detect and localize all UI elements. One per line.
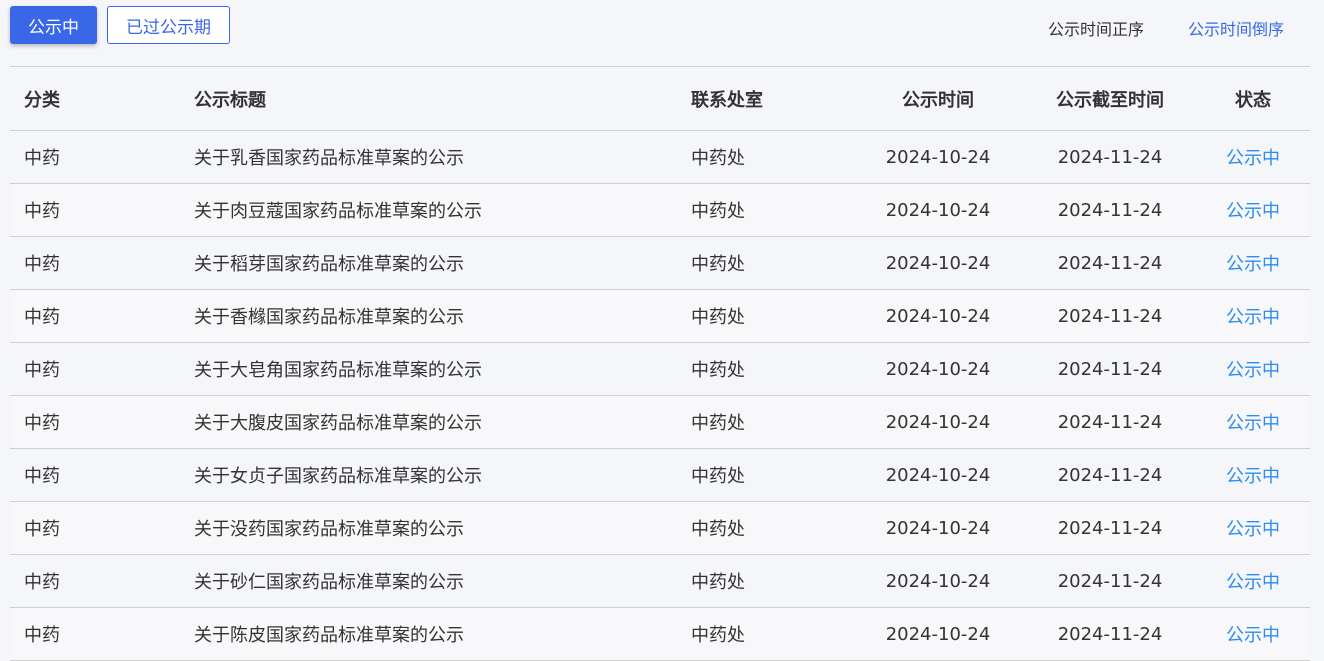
cell-deadline: 2024-11-24 [1024, 554, 1196, 608]
table-row[interactable]: 中药 关于大腹皮国家药品标准草案的公示 中药处 2024-10-24 2024-11-2… [10, 395, 1310, 449]
cell-category: 中药 [10, 183, 180, 237]
table-header-row: 分类 公示标题 联系处室 公示时间 公示截至时间 状态 [10, 66, 1310, 131]
cell-publish-date: 2024-10-24 [852, 236, 1024, 290]
cell-category: 中药 [10, 236, 180, 290]
cell-publish-date: 2024-10-24 [852, 554, 1024, 608]
cell-deadline: 2024-11-24 [1024, 236, 1196, 290]
sort-time-desc[interactable]: 公示时间倒序 [1188, 20, 1285, 39]
table-row[interactable]: 中药 关于肉豆蔻国家药品标准草案的公示 中药处 2024-10-24 2024-11-2… [10, 183, 1310, 237]
cell-category: 中药 [10, 501, 180, 555]
cell-publish-date: 2024-10-24 [852, 501, 1024, 555]
table-row[interactable]: 中药 关于没药国家药品标准草案的公示 中药处 2024-10-24 2024-11-24… [10, 501, 1310, 555]
cell-department: 中药处 [677, 342, 852, 396]
cell-status: 公示中 [1196, 183, 1310, 237]
cell-status: 公示中 [1196, 554, 1310, 608]
table-row[interactable]: 中药 关于陈皮国家药品标准草案的公示 中药处 2024-10-24 2024-11-24… [10, 607, 1310, 661]
cell-publish-date: 2024-10-24 [852, 342, 1024, 396]
cell-category: 中药 [10, 130, 180, 184]
header-deadline: 公示截至时间 [1024, 66, 1196, 131]
cell-title[interactable]: 关于大皂角国家药品标准草案的公示 [180, 342, 677, 396]
cell-title[interactable]: 关于大腹皮国家药品标准草案的公示 [180, 395, 677, 449]
sort-time-asc[interactable]: 公示时间正序 [1048, 20, 1145, 39]
announcement-table: 分类 公示标题 联系处室 公示时间 公示截至时间 状态 中药 关于乳香国家药品标准… [10, 66, 1310, 661]
cell-status: 公示中 [1196, 289, 1310, 343]
cell-title[interactable]: 关于肉豆蔻国家药品标准草案的公示 [180, 183, 677, 237]
cell-title[interactable]: 关于砂仁国家药品标准草案的公示 [180, 554, 677, 608]
cell-deadline: 2024-11-24 [1024, 342, 1196, 396]
cell-deadline: 2024-11-24 [1024, 501, 1196, 555]
cell-deadline: 2024-11-24 [1024, 289, 1196, 343]
cell-title[interactable]: 关于乳香国家药品标准草案的公示 [180, 130, 677, 184]
table-row[interactable]: 中药 关于稻芽国家药品标准草案的公示 中药处 2024-10-24 2024-11-24… [10, 236, 1310, 290]
cell-status: 公示中 [1196, 395, 1310, 449]
cell-status: 公示中 [1196, 448, 1310, 502]
cell-publish-date: 2024-10-24 [852, 289, 1024, 343]
header-title: 公示标题 [180, 66, 677, 131]
cell-title[interactable]: 关于女贞子国家药品标准草案的公示 [180, 448, 677, 502]
cell-department: 中药处 [677, 289, 852, 343]
table-row[interactable]: 中药 关于乳香国家药品标准草案的公示 中药处 2024-10-24 2024-11-24… [10, 130, 1310, 184]
cell-status: 公示中 [1196, 342, 1310, 396]
cell-category: 中药 [10, 289, 180, 343]
cell-publish-date: 2024-10-24 [852, 448, 1024, 502]
cell-category: 中药 [10, 395, 180, 449]
table-row[interactable]: 中药 关于女贞子国家药品标准草案的公示 中药处 2024-10-24 2024-11-2… [10, 448, 1310, 502]
cell-category: 中药 [10, 554, 180, 608]
cell-publish-date: 2024-10-24 [852, 607, 1024, 661]
cell-category: 中药 [10, 607, 180, 661]
cell-deadline: 2024-11-24 [1024, 395, 1196, 449]
cell-status: 公示中 [1196, 236, 1310, 290]
cell-title[interactable]: 关于没药国家药品标准草案的公示 [180, 501, 677, 555]
cell-status: 公示中 [1196, 501, 1310, 555]
cell-department: 中药处 [677, 395, 852, 449]
cell-title[interactable]: 关于稻芽国家药品标准草案的公示 [180, 236, 677, 290]
cell-deadline: 2024-11-24 [1024, 448, 1196, 502]
cell-category: 中药 [10, 342, 180, 396]
cell-department: 中药处 [677, 501, 852, 555]
cell-deadline: 2024-11-24 [1024, 130, 1196, 184]
cell-status: 公示中 [1196, 607, 1310, 661]
header-department: 联系处室 [677, 66, 852, 131]
cell-publish-date: 2024-10-24 [852, 395, 1024, 449]
cell-title[interactable]: 关于陈皮国家药品标准草案的公示 [180, 607, 677, 661]
cell-deadline: 2024-11-24 [1024, 607, 1196, 661]
cell-department: 中药处 [677, 607, 852, 661]
cell-department: 中药处 [677, 448, 852, 502]
cell-deadline: 2024-11-24 [1024, 183, 1196, 237]
cell-department: 中药处 [677, 183, 852, 237]
header-status: 状态 [1196, 66, 1310, 131]
header-publish-date: 公示时间 [852, 66, 1024, 131]
cell-publish-date: 2024-10-24 [852, 183, 1024, 237]
table-row[interactable]: 中药 关于香橼国家药品标准草案的公示 中药处 2024-10-24 2024-11-24… [10, 289, 1310, 343]
cell-department: 中药处 [677, 236, 852, 290]
cell-department: 中药处 [677, 554, 852, 608]
cell-title[interactable]: 关于香橼国家药品标准草案的公示 [180, 289, 677, 343]
tab-expired[interactable]: 已过公示期 [107, 6, 230, 44]
table-row[interactable]: 中药 关于砂仁国家药品标准草案的公示 中药处 2024-10-24 2024-11-24… [10, 554, 1310, 608]
table-row[interactable]: 中药 关于大皂角国家药品标准草案的公示 中药处 2024-10-24 2024-11-2… [10, 342, 1310, 396]
cell-status: 公示中 [1196, 130, 1310, 184]
cell-category: 中药 [10, 448, 180, 502]
tab-in-publicity[interactable]: 公示中 [10, 6, 97, 44]
cell-publish-date: 2024-10-24 [852, 130, 1024, 184]
header-category: 分类 [10, 66, 180, 131]
cell-department: 中药处 [677, 130, 852, 184]
